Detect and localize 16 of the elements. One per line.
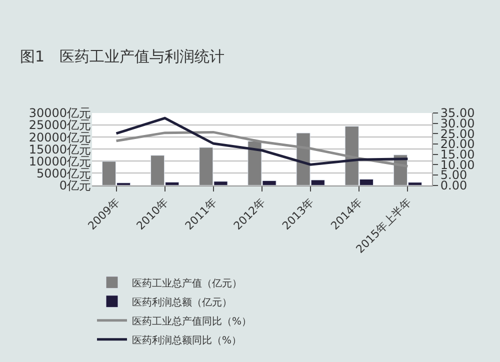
y2-tick-label: 15.00 — [440, 147, 475, 162]
y-tick-label: 30000亿元 — [28, 106, 91, 120]
y-tick-label: 15000亿元 — [28, 142, 91, 156]
chart-title: 图1 医药工业产值与利润统计 — [20, 48, 225, 66]
y2-tick-label: 0.00 — [440, 178, 468, 192]
y-tick-label: 20000亿元 — [28, 130, 91, 144]
y-tick-label: 25000亿元 — [28, 118, 91, 132]
line-series — [115, 130, 409, 168]
y-tick-label: 5000亿元 — [36, 166, 91, 180]
legend-label: 医药工业总产值（亿元） — [132, 277, 242, 290]
y-tick-label: 0亿元 — [59, 178, 91, 192]
legend-label: 医药利润总额（亿元） — [132, 296, 232, 308]
line-series — [115, 116, 409, 166]
legend-label: 医药工业总产值同比（%） — [132, 315, 252, 328]
y-tick-label: 10000亿元 — [28, 154, 91, 168]
legend-label: 医药利润总额同比（%） — [132, 334, 242, 346]
